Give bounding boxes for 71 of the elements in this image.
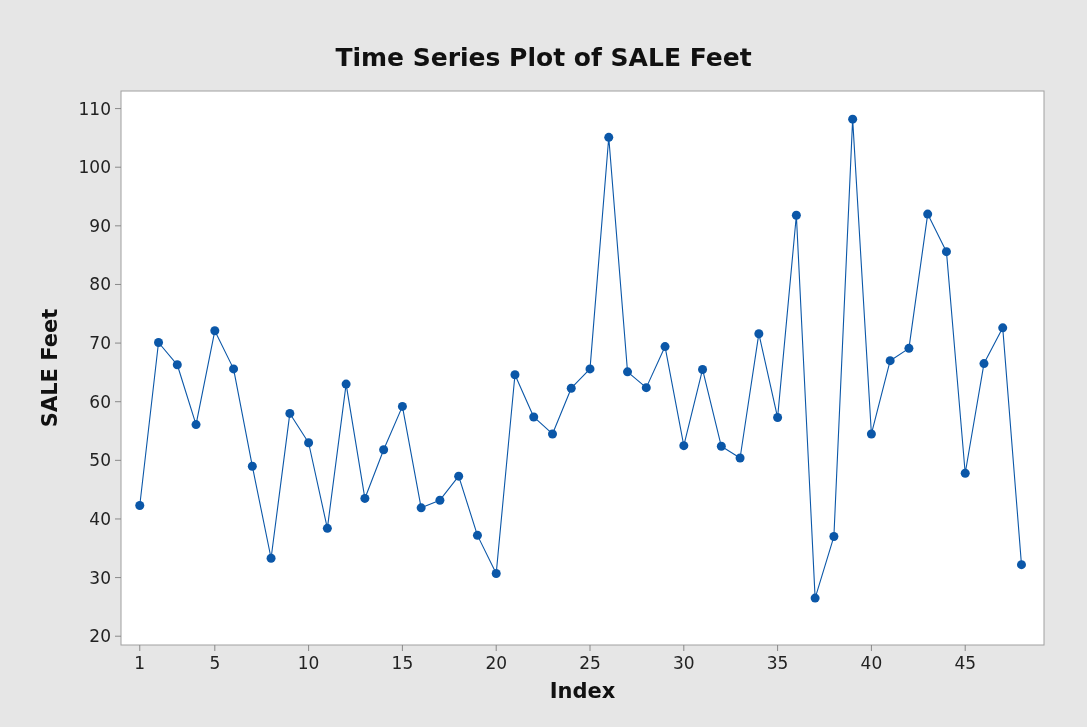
x-tick-label: 10 bbox=[297, 653, 320, 673]
chart-title: Time Series Plot of SALE Feet bbox=[335, 43, 752, 72]
x-tick-label: 35 bbox=[766, 653, 789, 673]
point bbox=[154, 338, 164, 347]
point bbox=[172, 360, 182, 370]
point bbox=[304, 438, 314, 448]
point bbox=[698, 364, 708, 374]
point bbox=[679, 441, 689, 451]
y-tick-label: 80 bbox=[89, 274, 111, 295]
y-tick-label: 50 bbox=[89, 450, 111, 471]
x-tick-label: 1 bbox=[134, 653, 146, 673]
point bbox=[923, 209, 933, 219]
y-tick-label: 20 bbox=[89, 626, 111, 647]
point bbox=[529, 412, 539, 422]
point bbox=[247, 461, 257, 471]
point bbox=[960, 468, 970, 478]
point bbox=[585, 364, 595, 374]
point bbox=[566, 383, 576, 393]
y-tick-label: 60 bbox=[89, 391, 111, 412]
point bbox=[135, 500, 145, 510]
point bbox=[341, 379, 351, 389]
point bbox=[229, 364, 239, 374]
point bbox=[660, 342, 670, 352]
point bbox=[716, 441, 726, 451]
point bbox=[866, 429, 876, 439]
x-tick-label: 40 bbox=[860, 653, 883, 673]
x-tick-label: 20 bbox=[485, 653, 508, 673]
point bbox=[191, 420, 201, 430]
point bbox=[322, 523, 332, 533]
x-tick-label: 15 bbox=[391, 653, 414, 673]
x-tick-label: 25 bbox=[579, 653, 601, 673]
y-tick-label: 110 bbox=[78, 98, 111, 119]
y-axis-title: SALE Feet bbox=[38, 308, 62, 428]
point bbox=[604, 132, 614, 142]
y-tick-label: 90 bbox=[89, 215, 111, 236]
point bbox=[810, 593, 820, 603]
x-tick-label: 5 bbox=[209, 653, 221, 673]
point bbox=[266, 553, 276, 563]
x-axis-title: Index bbox=[549, 679, 616, 703]
y-tick-label: 30 bbox=[89, 567, 111, 588]
point bbox=[979, 359, 989, 369]
point bbox=[454, 471, 464, 481]
point bbox=[472, 530, 482, 540]
point bbox=[848, 114, 858, 124]
point bbox=[735, 453, 745, 463]
point bbox=[416, 503, 426, 513]
point bbox=[285, 408, 295, 418]
x-tick-label: 30 bbox=[672, 653, 695, 673]
x-tick-label: 45 bbox=[954, 653, 977, 673]
point bbox=[904, 343, 914, 353]
point bbox=[360, 493, 370, 503]
point bbox=[1016, 560, 1026, 570]
point bbox=[754, 329, 764, 339]
point bbox=[547, 429, 557, 439]
point bbox=[491, 568, 501, 578]
point bbox=[941, 247, 951, 257]
point bbox=[379, 445, 389, 455]
point bbox=[998, 323, 1008, 333]
point bbox=[623, 367, 633, 377]
y-tick-label: 40 bbox=[89, 508, 111, 529]
y-tick-label: 100 bbox=[78, 157, 111, 178]
point bbox=[397, 401, 407, 411]
point bbox=[791, 210, 801, 220]
point bbox=[510, 370, 520, 380]
point bbox=[885, 356, 895, 366]
point bbox=[210, 326, 220, 336]
point bbox=[435, 495, 445, 505]
point bbox=[829, 532, 839, 542]
point bbox=[773, 413, 783, 423]
point bbox=[641, 383, 651, 393]
y-tick-label: 70 bbox=[89, 333, 111, 354]
